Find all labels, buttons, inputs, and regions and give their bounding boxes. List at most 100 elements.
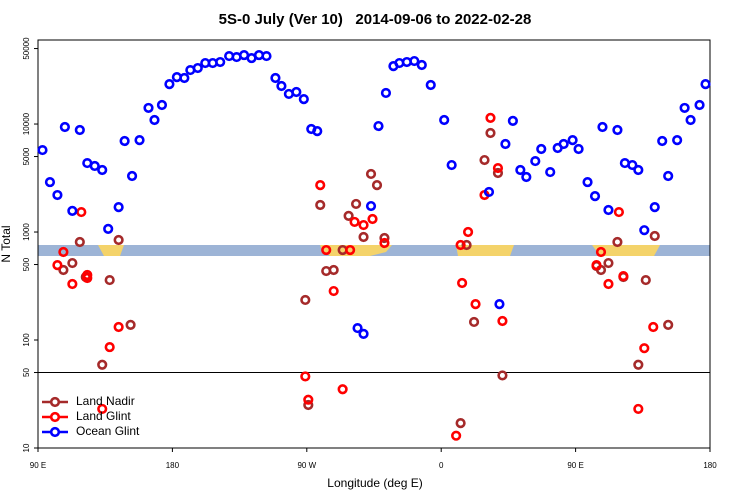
point	[337, 384, 348, 395]
point	[536, 143, 547, 155]
point	[328, 285, 339, 297]
point	[298, 94, 309, 105]
point	[545, 166, 556, 178]
point	[582, 176, 593, 188]
point	[497, 370, 508, 381]
point	[156, 99, 168, 111]
point	[67, 257, 78, 269]
point	[700, 79, 711, 90]
point	[640, 274, 651, 286]
point	[492, 167, 504, 179]
point	[379, 232, 390, 244]
point	[409, 55, 420, 67]
point	[521, 171, 532, 183]
point	[328, 264, 339, 276]
plot-frame	[37, 39, 711, 449]
point	[74, 236, 85, 248]
point	[358, 219, 369, 231]
point	[300, 294, 311, 306]
point	[603, 278, 614, 290]
land-patch	[592, 245, 660, 256]
point	[589, 191, 601, 202]
point	[89, 160, 100, 172]
point	[352, 322, 363, 334]
point	[612, 124, 623, 136]
point	[567, 134, 578, 146]
point	[58, 246, 69, 258]
x-tick-label: 90 E	[567, 461, 583, 470]
point	[649, 230, 660, 242]
point	[270, 72, 281, 84]
point	[82, 272, 93, 284]
point	[164, 79, 175, 90]
point	[303, 399, 314, 411]
point	[113, 321, 124, 333]
point	[530, 155, 541, 167]
point	[633, 164, 644, 176]
point	[113, 234, 124, 246]
point	[462, 226, 474, 238]
point	[507, 115, 518, 126]
point	[97, 164, 108, 176]
point	[125, 319, 136, 331]
point	[37, 144, 48, 156]
point	[358, 231, 369, 243]
point	[603, 257, 614, 269]
point	[657, 135, 668, 147]
point	[119, 135, 130, 147]
legend-symbol	[49, 396, 61, 408]
point	[52, 259, 63, 271]
point	[627, 159, 638, 171]
point	[573, 143, 584, 155]
x-tick-label: 180	[166, 461, 180, 470]
point	[613, 206, 625, 218]
x-tick-label: 90 W	[297, 461, 316, 470]
point	[143, 102, 154, 114]
point	[649, 202, 660, 213]
legend-label: Land Nadir	[76, 394, 135, 408]
point	[192, 62, 203, 74]
point	[633, 403, 644, 415]
point	[694, 99, 705, 111]
point	[315, 199, 326, 211]
point	[358, 328, 369, 339]
point	[345, 244, 356, 256]
point	[67, 278, 78, 290]
point	[595, 246, 607, 258]
point	[52, 189, 63, 201]
point	[479, 154, 490, 166]
point	[483, 186, 495, 198]
point	[379, 237, 390, 249]
point	[455, 418, 466, 429]
point	[97, 359, 108, 370]
series	[37, 49, 711, 339]
point	[58, 264, 69, 276]
point	[315, 179, 326, 191]
point	[215, 56, 226, 68]
point	[633, 359, 644, 370]
point	[149, 114, 160, 126]
point	[500, 138, 511, 150]
point	[104, 274, 115, 286]
point	[350, 198, 362, 210]
point	[457, 277, 468, 289]
point	[126, 170, 138, 182]
point	[612, 236, 623, 248]
point	[485, 112, 496, 123]
x-tick-label: 90 E	[30, 461, 46, 470]
map-strip	[38, 245, 710, 256]
y-axis-label: N Total	[0, 225, 13, 262]
land-patch	[320, 245, 392, 256]
point	[597, 121, 608, 133]
y-tick-label: 10	[22, 443, 31, 452]
point	[416, 59, 427, 71]
point	[373, 120, 384, 132]
y-tick-label: 100	[22, 333, 31, 347]
point	[663, 319, 674, 331]
point	[468, 316, 480, 328]
point	[451, 430, 462, 441]
x-tick-label: 0	[439, 461, 444, 470]
series	[58, 127, 674, 429]
